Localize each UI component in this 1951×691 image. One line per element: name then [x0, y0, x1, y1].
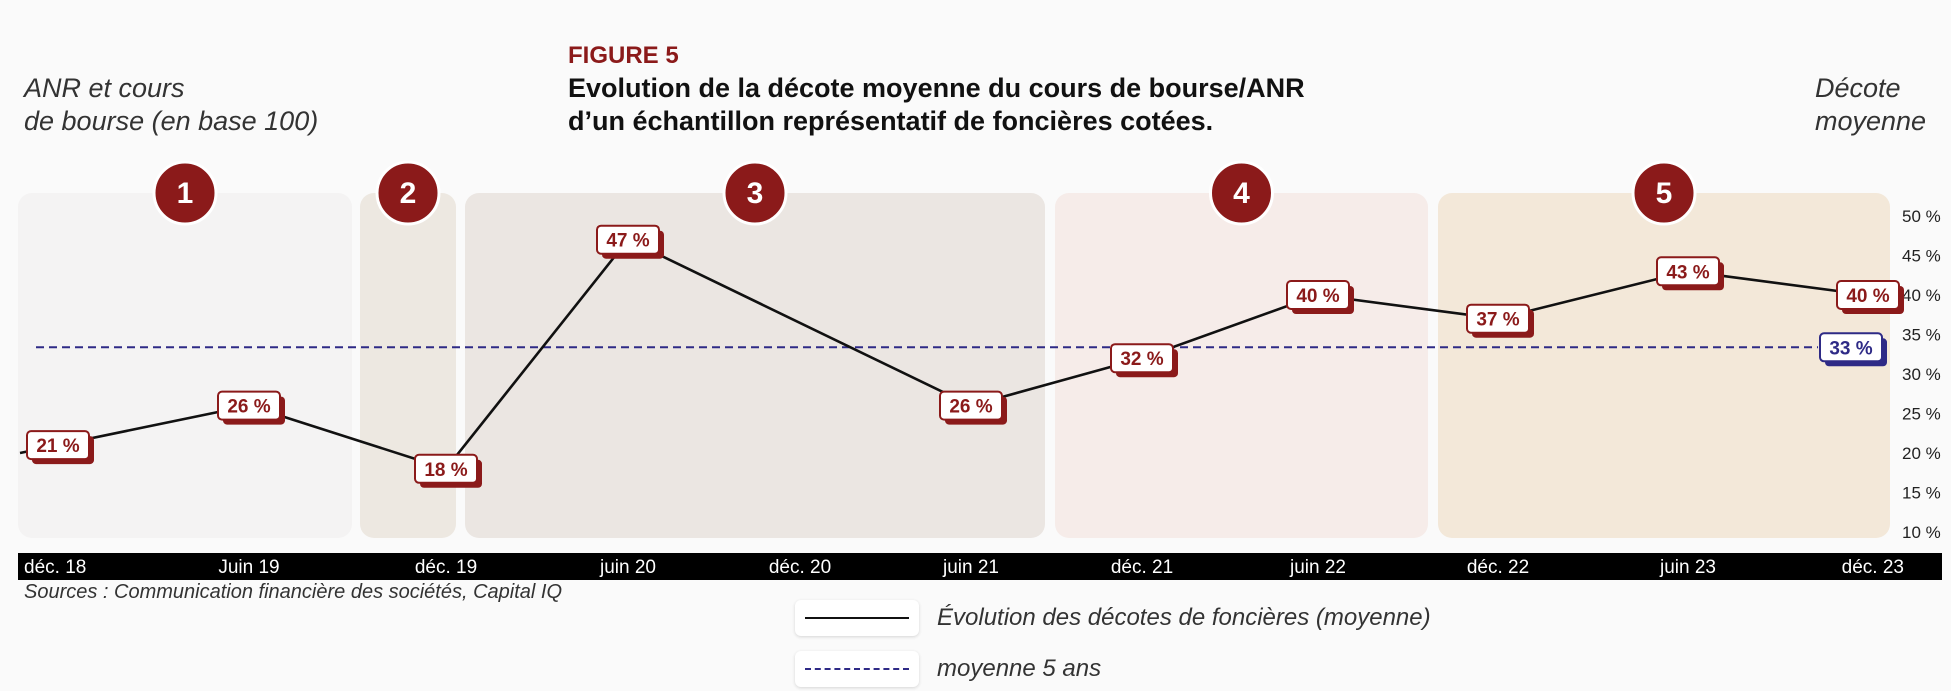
x-tick-label: juin 22	[1289, 557, 1346, 578]
phase-number-3: 3	[747, 177, 764, 210]
x-tick-label: déc. 19	[415, 557, 477, 578]
data-label: 40 %	[1846, 286, 1889, 307]
y-tick-label: 15 %	[1902, 484, 1941, 503]
x-tick-label: déc. 23	[1842, 557, 1904, 578]
x-axis-band	[18, 553, 1942, 580]
data-label: 26 %	[949, 397, 992, 418]
x-tick-label: juin 20	[599, 557, 656, 578]
phase-band-3	[465, 193, 1045, 538]
x-tick-label: Juin 19	[218, 557, 279, 578]
y-tick-label: 30 %	[1902, 365, 1941, 384]
figure-title-line-1: Evolution de la décote moyenne du cours …	[568, 73, 1305, 103]
average-label: 33 %	[1829, 338, 1872, 359]
y-tick-label: 20 %	[1902, 444, 1941, 463]
data-label: 37 %	[1476, 310, 1519, 331]
left-axis-title-line-2: de bourse (en base 100)	[24, 106, 319, 136]
data-label: 40 %	[1296, 286, 1339, 307]
y-tick-label: 35 %	[1902, 326, 1941, 345]
x-tick-label: juin 23	[1659, 557, 1716, 578]
legend-swatch-dashed	[795, 651, 919, 687]
legend-item-average: moyenne 5 ans	[795, 649, 1101, 689]
phase-number-4: 4	[1233, 177, 1250, 210]
y-tick-label: 10 %	[1902, 523, 1941, 542]
y-tick-label: 40 %	[1902, 286, 1941, 305]
data-label-box	[217, 390, 281, 421]
data-label: 47 %	[606, 231, 649, 252]
data-label: 26 %	[227, 397, 270, 418]
data-label-box	[1836, 280, 1900, 310]
average-label-box	[1819, 332, 1883, 363]
x-tick-label: juin 21	[942, 557, 999, 578]
data-label-box	[1286, 280, 1350, 310]
right-axis-title-line-2: moyenne	[1815, 106, 1927, 136]
data-label-box	[1466, 303, 1530, 334]
data-label: 18 %	[424, 460, 467, 481]
data-label-box	[939, 390, 1003, 421]
phase-band-4	[1055, 193, 1428, 538]
phase-number-2: 2	[400, 177, 417, 210]
data-label: 43 %	[1666, 262, 1709, 283]
phase-band-5	[1438, 193, 1890, 538]
y-tick-label: 50 %	[1902, 207, 1941, 226]
left-axis-title: ANR et cours de bourse (en base 100)	[24, 72, 318, 138]
x-tick-label: déc. 21	[1111, 557, 1173, 578]
data-label-box	[596, 224, 660, 255]
right-axis-title-line-1: Décote	[1815, 73, 1901, 103]
legend-label-series: Évolution des décotes de foncières (moye…	[937, 604, 1431, 631]
data-label-box	[1656, 256, 1720, 287]
y-tick-label: 45 %	[1902, 247, 1941, 266]
x-tick-label: déc. 18	[24, 557, 86, 578]
phase-marker-1	[152, 160, 218, 226]
figure-title: Evolution de la décote moyenne du cours …	[568, 72, 1468, 138]
left-axis-title-line-1: ANR et cours	[24, 73, 185, 103]
figure-label: FIGURE 5	[568, 42, 679, 69]
x-tick-label: déc. 20	[769, 557, 831, 578]
phase-band-2	[360, 193, 456, 538]
y-tick-label: 25 %	[1902, 405, 1941, 424]
phase-marker-4	[1209, 160, 1274, 226]
data-label: 32 %	[1120, 349, 1163, 370]
phase-number-1: 1	[177, 177, 194, 210]
legend-label-average: moyenne 5 ans	[937, 655, 1102, 682]
phase-marker-2	[375, 160, 441, 226]
legend-item-series: Évolution des décotes de foncières (moye…	[795, 598, 1431, 638]
phase-marker-5	[1631, 160, 1697, 226]
right-axis-title: Décote moyenne	[1815, 72, 1926, 138]
data-label-box	[1110, 343, 1174, 374]
data-label-box	[26, 430, 90, 461]
figure-title-line-2: d’un échantillon représentatif de fonciè…	[568, 106, 1214, 136]
phase-number-5: 5	[1656, 177, 1673, 210]
phase-band-1	[18, 193, 352, 538]
x-tick-label: déc. 22	[1467, 557, 1529, 578]
legend-swatch-solid	[795, 600, 919, 636]
phase-marker-3	[722, 160, 788, 226]
data-label: 21 %	[36, 436, 79, 457]
sources-note: Sources : Communication financière des s…	[24, 581, 563, 603]
data-label-box	[414, 453, 478, 484]
